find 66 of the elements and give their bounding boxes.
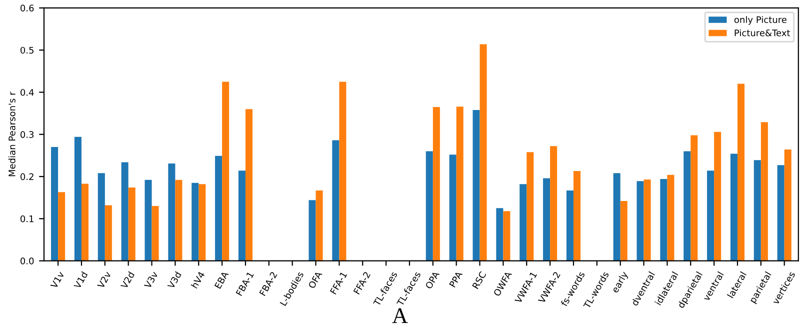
bar — [51, 147, 58, 261]
y-tick-label: 0.5 — [20, 46, 34, 54]
bar — [192, 182, 199, 261]
bar — [128, 187, 136, 261]
bar — [737, 84, 745, 261]
bar — [104, 205, 112, 261]
bar — [339, 82, 346, 261]
bar — [520, 184, 527, 261]
y-tick-label: 0.1 — [20, 215, 34, 222]
bar — [503, 211, 510, 261]
bar — [175, 180, 182, 261]
bar — [121, 162, 128, 261]
bar — [74, 136, 82, 261]
bar — [754, 160, 761, 261]
bar — [472, 110, 480, 261]
bar — [432, 106, 440, 261]
bar — [480, 44, 487, 261]
bar — [144, 180, 152, 261]
bar — [784, 150, 792, 261]
bar — [526, 152, 534, 261]
legend-label: Picture&Text — [734, 29, 790, 36]
bar — [684, 151, 691, 261]
y-tick-label: 0.6 — [20, 4, 34, 12]
y-axis-title: Median Pearson's r — [8, 92, 16, 176]
bar — [644, 179, 651, 261]
bar — [636, 181, 644, 261]
bar — [222, 82, 230, 261]
bar — [566, 190, 574, 261]
bar — [496, 208, 504, 261]
bar — [760, 122, 768, 261]
y-tick-label: 0.0 — [20, 258, 34, 264]
bar — [308, 200, 316, 261]
x-tick-label: V2v — [96, 270, 112, 289]
x-tick-label: PPA — [449, 270, 463, 288]
bar — [573, 171, 581, 261]
y-tick-label: 0.3 — [20, 131, 34, 138]
bar — [707, 170, 714, 261]
bar — [245, 109, 253, 261]
bar — [667, 174, 674, 261]
bar — [332, 140, 340, 261]
x-tick-label: OFA — [308, 270, 322, 289]
bar — [543, 178, 550, 261]
text: A — [392, 308, 408, 323]
bar — [98, 173, 105, 261]
bar — [730, 154, 738, 261]
y-tick-label: 0.4 — [20, 88, 34, 96]
bar — [168, 163, 176, 261]
bar — [613, 173, 620, 261]
bar — [714, 132, 722, 261]
bar — [620, 200, 628, 261]
bar — [215, 156, 222, 261]
bar — [152, 206, 159, 261]
y-tick-label: 0.2 — [20, 173, 34, 180]
legend-label: only Picture — [734, 16, 786, 25]
bar — [660, 179, 668, 261]
bar — [426, 151, 433, 261]
bar — [81, 184, 89, 261]
bar — [456, 106, 464, 261]
bar — [449, 154, 456, 261]
bar — [550, 146, 558, 261]
bar — [690, 135, 698, 261]
bar — [316, 190, 323, 261]
bar — [198, 184, 206, 261]
bar — [58, 192, 66, 261]
bar — [238, 170, 246, 261]
bar — [777, 165, 784, 261]
